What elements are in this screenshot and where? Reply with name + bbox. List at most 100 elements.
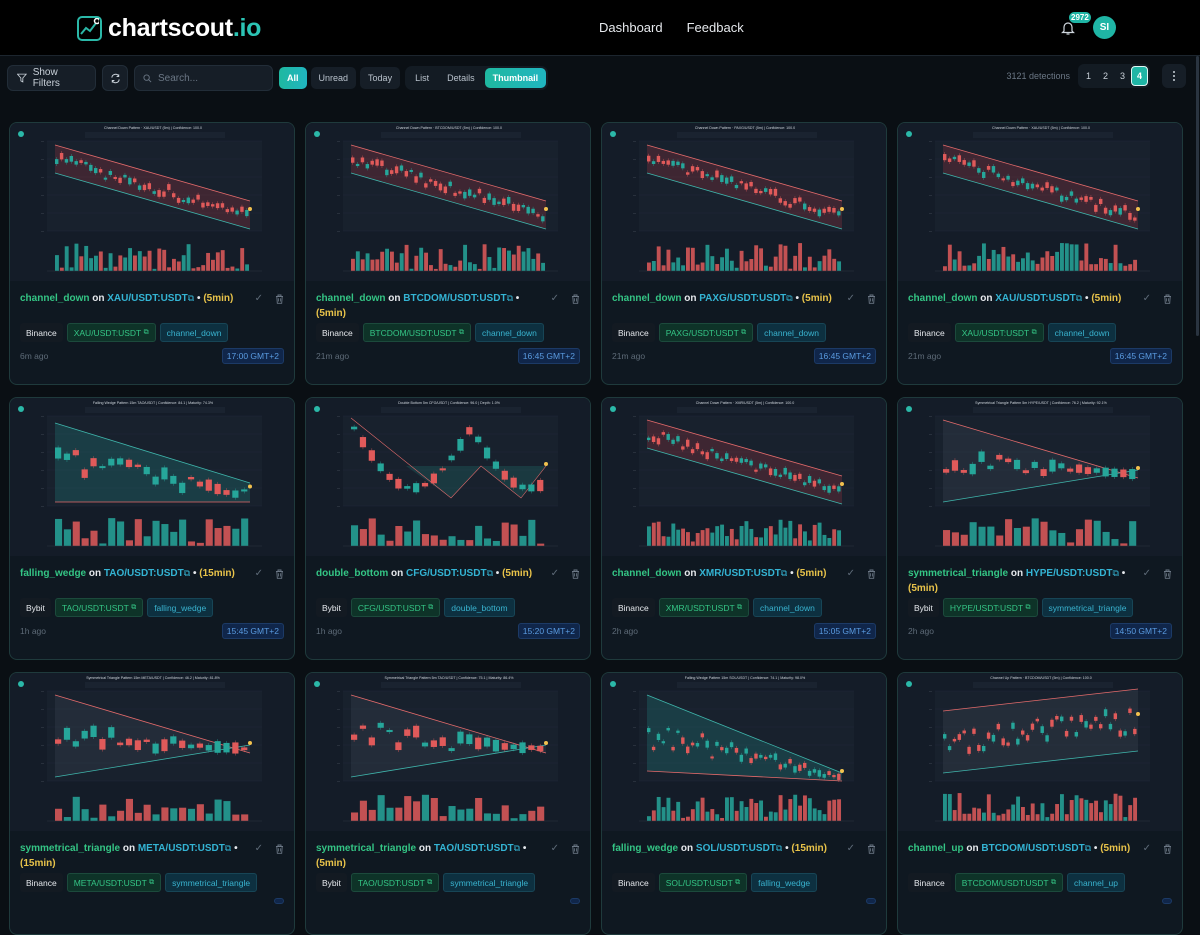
- detection-card[interactable]: Double Bottom 5m CFG/USDT | Confidence: …: [305, 397, 591, 660]
- view-list[interactable]: List: [415, 73, 430, 83]
- chart-thumbnail[interactable]: Symmetrical Triangle Pattern 15m META/US…: [10, 673, 294, 831]
- user-avatar[interactable]: SI: [1093, 16, 1116, 39]
- pattern-chip[interactable]: double_bottom: [444, 598, 515, 617]
- mark-read-check-icon[interactable]: ✓: [550, 843, 559, 854]
- filter-all[interactable]: All: [279, 67, 307, 89]
- pattern-chip[interactable]: channel_down: [757, 323, 826, 342]
- external-link-icon[interactable]: ⧉: [775, 843, 783, 853]
- external-link-icon[interactable]: ⧉: [1084, 843, 1092, 853]
- symbol-chip[interactable]: TAO/USDT:USDT ⧉: [350, 873, 440, 892]
- symbol-link[interactable]: CFG/USDT:USDT: [406, 568, 487, 579]
- symbol-link[interactable]: META/USDT:USDT: [137, 843, 225, 854]
- trash-icon[interactable]: [275, 569, 284, 579]
- trash-icon[interactable]: [1163, 569, 1172, 579]
- detection-card[interactable]: Channel Down Pattern · XAU/USDT (5m) | C…: [9, 122, 295, 385]
- view-details[interactable]: Details: [447, 73, 475, 83]
- pattern-chip[interactable]: symmetrical_triangle: [443, 873, 536, 892]
- detection-card[interactable]: Channel Down Pattern · XAU/USDT (5m) | C…: [897, 122, 1183, 385]
- page-2[interactable]: 2: [1102, 71, 1108, 81]
- nav-dashboard[interactable]: Dashboard: [599, 20, 663, 35]
- mark-read-check-icon[interactable]: ✓: [846, 293, 855, 304]
- mark-read-check-icon[interactable]: ✓: [1142, 843, 1151, 854]
- trash-icon[interactable]: [275, 844, 284, 854]
- trash-icon[interactable]: [867, 294, 876, 304]
- detection-card[interactable]: Symmetrical Triangle Pattern 5m TAO/USDT…: [305, 672, 591, 935]
- trash-icon[interactable]: [867, 844, 876, 854]
- symbol-link[interactable]: XAU/USDT:USDT: [995, 293, 1076, 304]
- external-link-icon[interactable]: ⧉: [486, 568, 493, 578]
- chart-thumbnail[interactable]: Channel Up Pattern · BTCDOM/USDT (5m) | …: [898, 673, 1182, 831]
- symbol-link[interactable]: BTCDOM/USDT:USDT: [403, 293, 507, 304]
- chart-thumbnail[interactable]: Channel Down Pattern · PAXG/USDT (5m) | …: [602, 123, 886, 281]
- external-link-icon[interactable]: ⧉: [1112, 568, 1119, 578]
- filter-unread[interactable]: Unread: [310, 67, 357, 89]
- pattern-chip[interactable]: symmetrical_triangle: [165, 873, 258, 892]
- detection-card[interactable]: Symmetrical Triangle Pattern 5m HYPE/USD…: [897, 397, 1183, 660]
- trash-icon[interactable]: [275, 294, 284, 304]
- trash-icon[interactable]: [867, 569, 876, 579]
- external-link-icon[interactable]: ⧉: [506, 293, 513, 303]
- chart-thumbnail[interactable]: Falling Wedge Pattern 15m SOL/USDT | Con…: [602, 673, 886, 831]
- pattern-chip[interactable]: falling_wedge: [147, 598, 214, 617]
- page-4[interactable]: 4: [1131, 66, 1148, 86]
- page-1[interactable]: 1: [1085, 71, 1091, 81]
- symbol-chip[interactable]: CFG/USDT:USDT ⧉: [350, 598, 441, 617]
- symbol-link[interactable]: BTCDOM/USDT:USDT: [981, 843, 1085, 854]
- external-link-icon[interactable]: ⧉: [183, 568, 191, 578]
- filter-today[interactable]: Today: [360, 67, 401, 89]
- mark-read-check-icon[interactable]: ✓: [550, 568, 559, 579]
- pattern-chip[interactable]: symmetrical_triangle: [1041, 598, 1134, 617]
- pattern-chip[interactable]: falling_wedge: [751, 873, 818, 892]
- symbol-link[interactable]: SOL/USDT:USDT: [695, 843, 776, 854]
- mark-read-check-icon[interactable]: ✓: [846, 568, 855, 579]
- bell-icon[interactable]: [1060, 20, 1076, 36]
- nav-feedback[interactable]: Feedback: [686, 20, 744, 35]
- trash-icon[interactable]: [571, 569, 580, 579]
- symbol-chip[interactable]: TAO/USDT:USDT ⧉: [54, 598, 144, 617]
- show-filters-button[interactable]: Show Filters: [7, 65, 96, 91]
- detection-card[interactable]: Channel Down Pattern · XMR/USDT (5m) | C…: [601, 397, 887, 660]
- pattern-chip[interactable]: channel_down: [159, 323, 229, 342]
- mark-read-check-icon[interactable]: ✓: [550, 293, 559, 304]
- mark-read-check-icon[interactable]: ✓: [254, 568, 263, 579]
- detection-card[interactable]: Channel Up Pattern · BTCDOM/USDT (5m) | …: [897, 672, 1183, 935]
- symbol-chip[interactable]: SOL/USDT:USDT ⧉: [658, 873, 748, 892]
- symbol-chip[interactable]: BTCDOM/USDT:USDT ⧉: [362, 323, 471, 342]
- trash-icon[interactable]: [571, 844, 580, 854]
- chart-thumbnail[interactable]: Channel Down Pattern · BTCDOM/USDT (5m) …: [306, 123, 590, 281]
- symbol-link[interactable]: TAO/USDT:USDT: [433, 843, 514, 854]
- mark-read-check-icon[interactable]: ✓: [846, 843, 855, 854]
- chart-thumbnail[interactable]: Double Bottom 5m CFG/USDT | Confidence: …: [306, 398, 590, 556]
- detection-card[interactable]: Channel Down Pattern · PAXG/USDT (5m) | …: [601, 122, 887, 385]
- pattern-chip[interactable]: channel_down: [474, 323, 544, 342]
- external-link-icon[interactable]: ⧉: [786, 293, 793, 303]
- page-3[interactable]: 3: [1119, 71, 1125, 81]
- page-scrollbar[interactable]: [1195, 56, 1200, 892]
- external-link-icon[interactable]: ⧉: [780, 568, 788, 578]
- symbol-chip[interactable]: HYPE/USDT:USDT ⧉: [942, 598, 1038, 617]
- mark-read-check-icon[interactable]: ✓: [254, 293, 263, 304]
- mark-read-check-icon[interactable]: ✓: [254, 843, 263, 854]
- chart-thumbnail[interactable]: Channel Down Pattern · XAU/USDT (5m) | C…: [10, 123, 294, 281]
- detection-card[interactable]: Symmetrical Triangle Pattern 15m META/US…: [9, 672, 295, 935]
- trash-icon[interactable]: [1163, 844, 1172, 854]
- mark-read-check-icon[interactable]: ✓: [1142, 293, 1151, 304]
- more-options-button[interactable]: [1162, 64, 1186, 88]
- trash-icon[interactable]: [1163, 294, 1172, 304]
- symbol-chip[interactable]: XMR/USDT:USDT ⧉: [658, 598, 750, 617]
- pattern-chip[interactable]: channel_down: [1047, 323, 1117, 342]
- logo[interactable]: chartscout.io: [77, 14, 261, 43]
- symbol-chip[interactable]: XAU/USDT:USDT ⧉: [66, 323, 156, 342]
- mark-read-check-icon[interactable]: ✓: [1142, 568, 1151, 579]
- trash-icon[interactable]: [571, 294, 580, 304]
- pattern-chip[interactable]: channel_down: [753, 598, 822, 617]
- external-link-icon[interactable]: ⧉: [513, 843, 521, 853]
- symbol-chip[interactable]: META/USDT:USDT ⧉: [66, 873, 162, 892]
- symbol-chip[interactable]: XAU/USDT:USDT ⧉: [954, 323, 1044, 342]
- chart-thumbnail[interactable]: Channel Down Pattern · XMR/USDT (5m) | C…: [602, 398, 886, 556]
- symbol-link[interactable]: XAU/USDT:USDT: [107, 293, 188, 304]
- chart-thumbnail[interactable]: Symmetrical Triangle Pattern 5m HYPE/USD…: [898, 398, 1182, 556]
- pattern-chip[interactable]: channel_up: [1066, 873, 1125, 892]
- refresh-button[interactable]: [102, 65, 128, 91]
- external-link-icon[interactable]: ⧉: [1075, 293, 1083, 303]
